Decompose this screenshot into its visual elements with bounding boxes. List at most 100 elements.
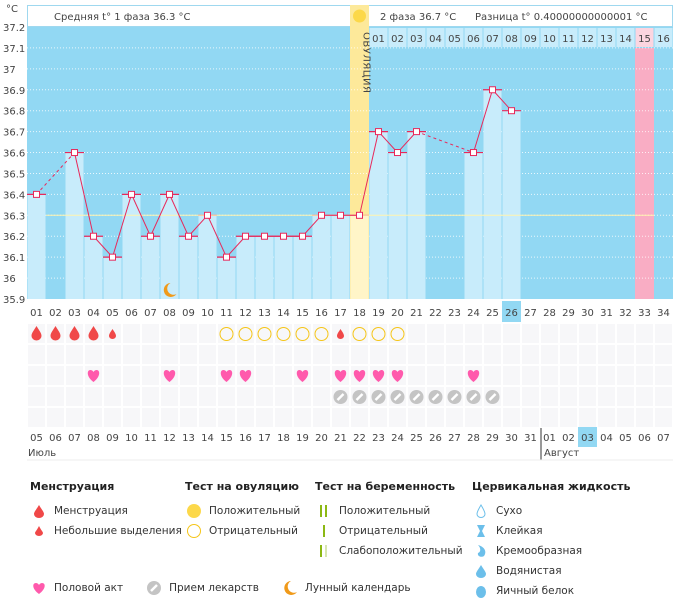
luteal-day-cell [635,28,654,47]
temperature-point [337,211,344,219]
today-date-highlight [578,427,597,447]
symbol-cell [522,366,539,385]
pill-icon [145,580,163,596]
cycle-day-label: 29 [562,308,575,319]
temperature-point [318,211,325,219]
luteal-day-label: 15 [638,34,651,45]
temperature-bar [331,215,350,299]
cycle-day-label: 11 [220,308,233,319]
symbol-cell [484,366,501,385]
symbol-cell [123,345,140,364]
y-tick-label: 36.6 [3,149,25,160]
calendar-date-label: 07 [68,433,81,444]
heart-icon [30,582,48,595]
luteal-day-cell [597,28,616,47]
symbol-cell [408,324,425,343]
temperature-point [109,253,116,261]
legend-menstruation: Менструация Менструация Небольшие выделе… [30,480,182,541]
symbol-cell [560,324,577,343]
legend-label: Положительный [339,505,431,517]
symbol-cell [579,345,596,364]
cycle-day-label: 20 [391,308,404,319]
calendar-date-label: 25 [410,433,423,444]
temperature-line [169,194,189,237]
symbol-cell [598,324,615,343]
symbol-cell [503,408,520,427]
temperature-bar [312,215,331,299]
temperature-point [413,128,420,136]
symbol-cell [180,366,197,385]
symbol-cell [313,387,330,406]
symbol-cell [161,324,178,343]
calendar-date-label: 02 [562,433,575,444]
symbol-cell [199,324,216,343]
cycle-day-label: 23 [448,308,461,319]
two-lines-icon [315,504,333,518]
symbol-cell [104,387,121,406]
luteal-day-label: 04 [429,34,442,45]
cycle-day-label: 13 [258,308,271,319]
temperature-point [356,211,363,219]
temperature-bar [103,257,122,299]
cycle-day-label: 10 [201,308,214,319]
symbol-cell [28,387,45,406]
blood-drop-icon [69,326,80,341]
luteal-day-label: 07 [486,34,499,45]
y-tick-label: 36.7 [3,128,25,139]
luteal-day-cell [407,28,426,47]
calendar-date-label: 20 [315,433,328,444]
bbt-chart: Средняя t° 1 фаза 36.3 °C 2 фаза 36.7 °C Р… [3,4,673,461]
symbol-cell [85,345,102,364]
month-label: Июль [28,448,56,459]
calendar-date-label: 17 [258,433,271,444]
temperature-line [131,194,151,237]
cycle-day-label: 04 [87,308,100,319]
symbol-cell [332,408,349,427]
legend-label: Водянистая [496,565,562,577]
symbol-cell [655,345,672,364]
symbol-cell [313,366,330,385]
calendar-date-label: 18 [277,433,290,444]
calendar-date-label: 16 [239,433,252,444]
cycle-day-label: 02 [49,308,62,319]
symbol-cell [579,366,596,385]
symbol-cell [446,324,463,343]
blood-drop-icon [50,326,61,341]
symbol-cell [617,324,634,343]
symbol-cell [541,387,558,406]
cycle-day-label: 12 [239,308,252,319]
symbol-cell [332,345,349,364]
luteal-day-label: 14 [619,34,632,45]
symbol-cell [579,387,596,406]
ovulation-negative-icon [238,327,253,341]
calendar-date-label: 29 [486,433,499,444]
symbol-cell [408,408,425,427]
luteal-day-label: 16 [657,34,670,45]
circle-filled-icon [185,503,203,519]
calendar-date-label: 05 [30,433,43,444]
symbol-cell [66,366,83,385]
temperature-line [150,194,170,237]
luteal-day-label: 08 [505,34,518,45]
temperature-bar [179,236,198,299]
small-drop-icon [30,526,48,536]
symbol-cell [237,408,254,427]
cycle-day-label: 07 [144,308,157,319]
symbol-cell [123,324,140,343]
calendar-date-label: 23 [372,433,385,444]
symbol-cell [275,366,292,385]
symbol-cell [256,366,273,385]
ovulation-negative-icon [257,327,272,341]
calendar-date-label: 11 [144,433,157,444]
symbol-cell [123,408,140,427]
symbol-cell [199,366,216,385]
temperature-point [375,128,382,136]
ovulation-negative-icon [352,327,367,341]
luteal-day-label: 05 [448,34,461,45]
blood-drop-icon [31,326,42,341]
temperature-bar [65,152,84,299]
temperature-line [416,131,474,154]
symbol-cell [465,345,482,364]
symbol-cell [560,408,577,427]
legend-label: Отрицательный [339,525,428,537]
